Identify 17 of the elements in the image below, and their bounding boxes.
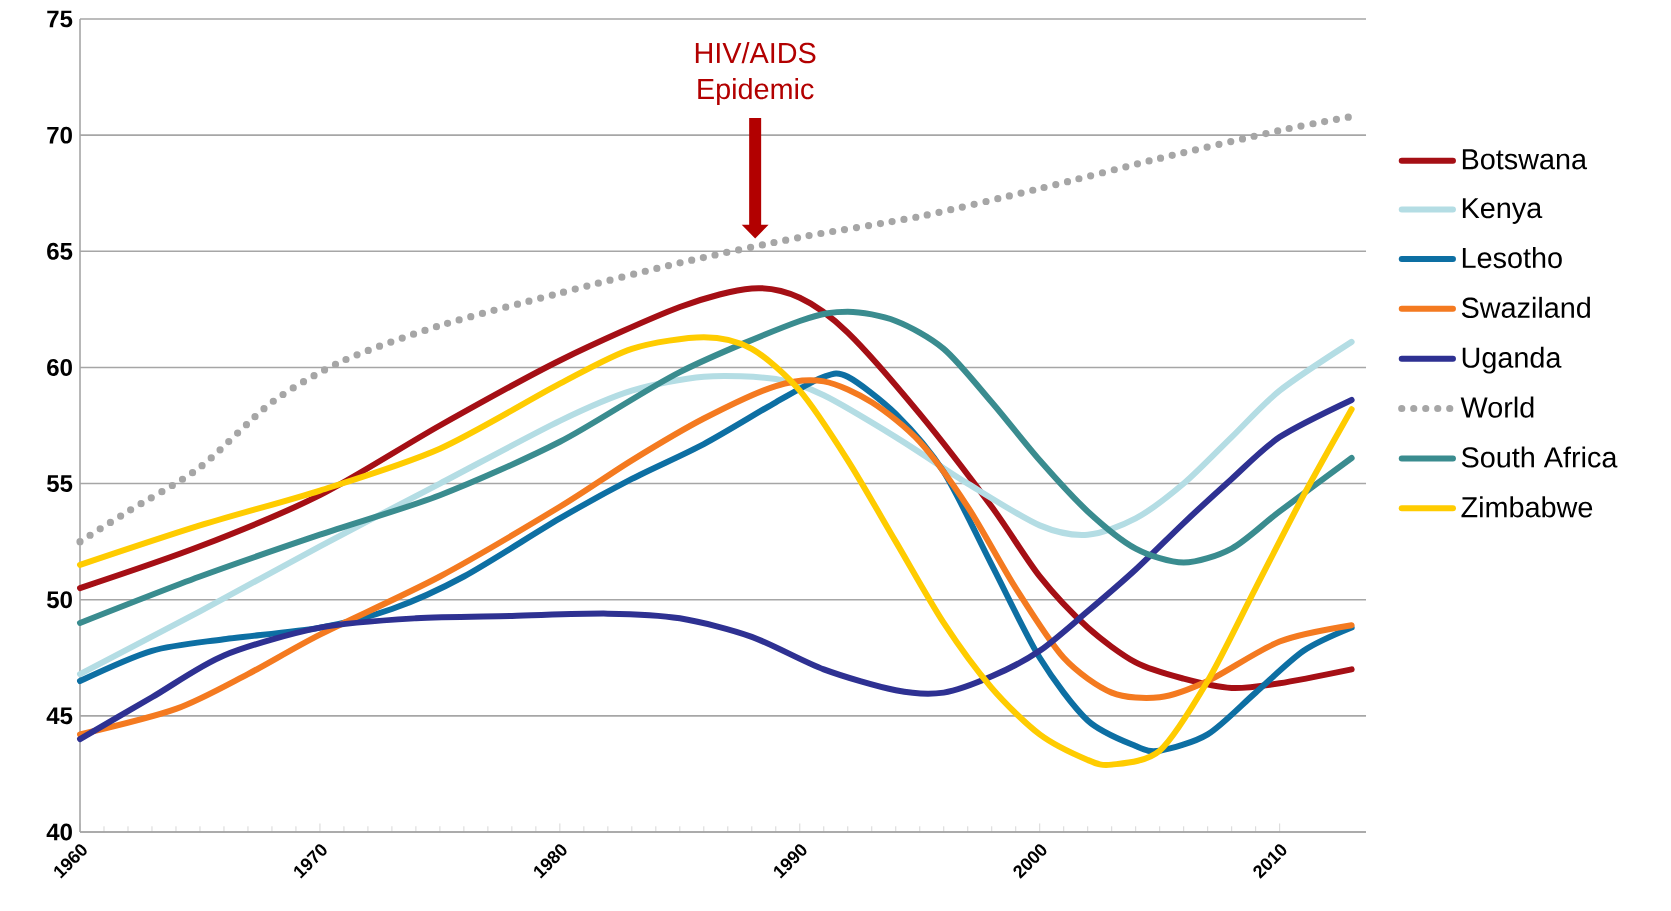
- y-tick-label: 75: [47, 10, 73, 28]
- y-tick-label: 45: [46, 707, 73, 725]
- y-tick-label: 50: [46, 591, 72, 609]
- legend-label: South Africa: [1461, 446, 1618, 468]
- legend-label: Swaziland: [1461, 296, 1590, 318]
- legend-label: Uganda: [1462, 346, 1562, 374]
- y-tick-label: 55: [46, 475, 73, 492]
- legend-label: World: [1460, 396, 1534, 418]
- y-tick-label: 60: [47, 358, 72, 376]
- y-tick-label: 40: [46, 823, 72, 841]
- legend-label: Botswana: [1462, 149, 1588, 170]
- legend-label: Zimbabwe: [1461, 496, 1593, 518]
- y-tick-label: 70: [47, 126, 72, 144]
- annotation: HIV/AIDS Epidemic: [695, 42, 816, 105]
- legend-label: Lesotho: [1462, 246, 1562, 269]
- legend-label: Kenya: [1462, 198, 1543, 224]
- y-tick-label: 65: [47, 242, 73, 260]
